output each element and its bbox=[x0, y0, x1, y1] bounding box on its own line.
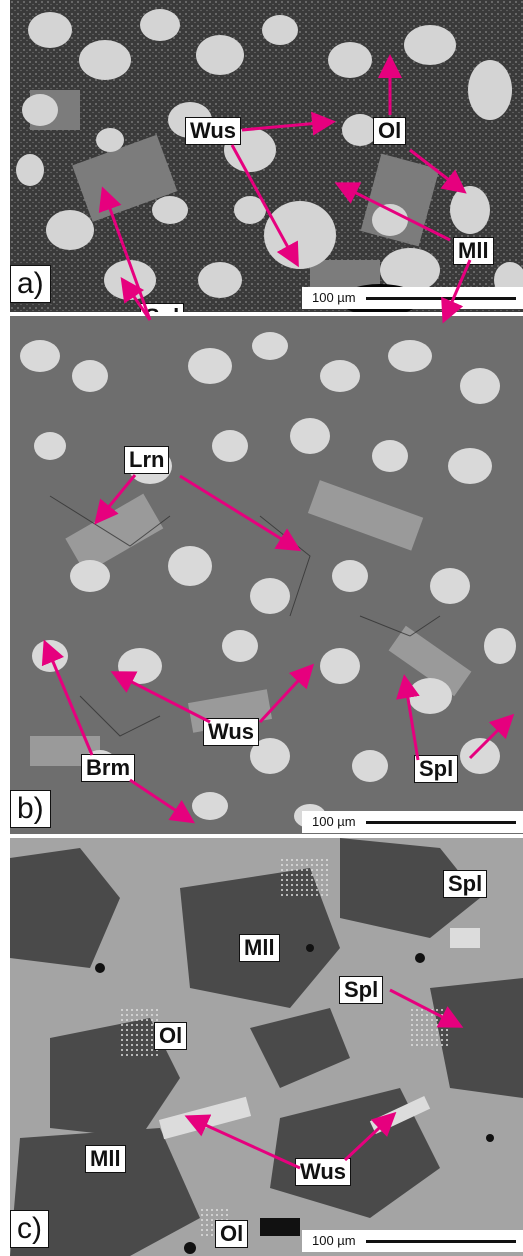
phase-label-wus-c: Wus bbox=[295, 1158, 352, 1186]
micrograph-c bbox=[10, 838, 523, 1256]
micrograph-b bbox=[10, 316, 523, 834]
phase-label-spl: Spl bbox=[140, 303, 185, 312]
scale-bar-b: 100 µm bbox=[302, 811, 523, 833]
scale-text-c: 100 µm bbox=[312, 1233, 356, 1248]
panel-label-a: a) bbox=[10, 265, 51, 303]
panel-c: Spl Mll Spl Ol Mll Wus Ol c) 100 µm bbox=[10, 838, 523, 1256]
scale-line-a bbox=[366, 297, 516, 300]
phase-label-mll-c1: Mll bbox=[239, 934, 280, 962]
phase-label-ol-c1: Ol bbox=[154, 1022, 188, 1050]
scale-line-c bbox=[366, 1240, 516, 1243]
phase-label-spl-b: Spl bbox=[414, 755, 459, 783]
panel-a: Wus Ol Mll Spl a) 100 µm bbox=[10, 0, 523, 312]
phase-label-mll: Mll bbox=[453, 237, 494, 265]
phase-label-brm: Brm bbox=[81, 754, 136, 782]
phase-label-wus: Wus bbox=[185, 117, 242, 145]
panel-b: Lrn Wus Brm Spl b) 100 µm bbox=[10, 316, 523, 834]
scale-text-b: 100 µm bbox=[312, 814, 356, 829]
phase-label-lrn: Lrn bbox=[124, 446, 170, 474]
panel-label-c: c) bbox=[10, 1210, 49, 1248]
scale-bar-c: 100 µm bbox=[302, 1230, 523, 1252]
phase-label-spl-c2: Spl bbox=[339, 976, 384, 1004]
scale-bar-a: 100 µm bbox=[302, 287, 523, 309]
phase-label-mll-c2: Mll bbox=[85, 1145, 126, 1173]
phase-label-ol-c2: Ol bbox=[215, 1220, 249, 1248]
panel-label-b: b) bbox=[10, 790, 51, 828]
phase-label-wus-b: Wus bbox=[203, 718, 260, 746]
phase-label-ol: Ol bbox=[373, 117, 407, 145]
phase-label-spl-c1: Spl bbox=[443, 870, 488, 898]
scale-text-a: 100 µm bbox=[312, 290, 356, 305]
micrograph-a bbox=[10, 0, 523, 312]
scale-line-b bbox=[366, 821, 516, 824]
